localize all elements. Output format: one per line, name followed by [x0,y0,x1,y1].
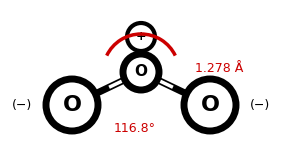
Circle shape [127,23,155,51]
Circle shape [123,54,159,90]
Text: (−): (−) [250,98,270,111]
Text: O: O [63,95,82,115]
Circle shape [46,79,98,131]
Circle shape [184,79,236,131]
Text: 116.8°: 116.8° [114,122,156,135]
Text: O: O [134,64,147,79]
Text: O: O [200,95,220,115]
Text: 1.278 Å: 1.278 Å [195,61,243,74]
Text: (−): (−) [12,98,32,111]
Text: +: + [136,31,146,43]
